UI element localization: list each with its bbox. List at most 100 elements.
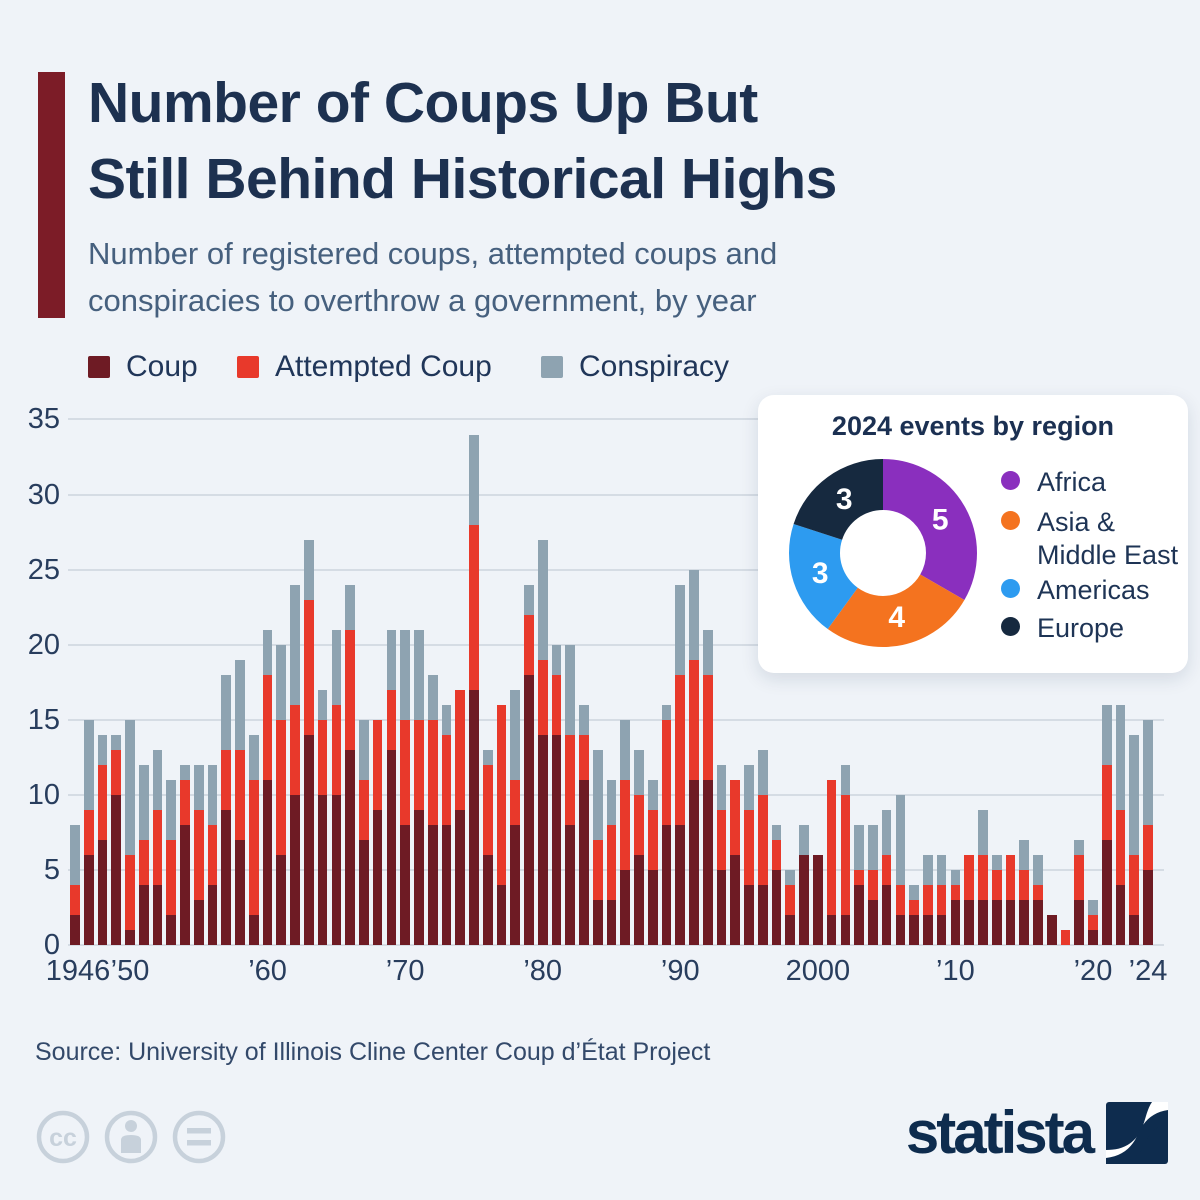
bar-1996-conspiracy xyxy=(757,749,768,795)
x-axis-label-2010: ’10 xyxy=(936,955,975,987)
bar-2013-conspiracy xyxy=(991,854,1002,870)
bar-1978-attempted-coup xyxy=(510,779,521,825)
bar-2008-coup xyxy=(923,914,933,945)
bar-2009-coup xyxy=(936,914,947,945)
donut-segment-asia-middle-east xyxy=(827,574,965,648)
bar-2004-conspiracy xyxy=(868,824,878,870)
cc-license-icons[interactable]: cc xyxy=(35,1109,265,1169)
bar-2012-coup xyxy=(978,899,988,945)
bar-1976-coup xyxy=(482,854,493,945)
gridline-35 xyxy=(68,418,1164,421)
bar-1965-conspiracy xyxy=(331,629,342,705)
bar-2009-attempted-coup xyxy=(936,884,947,915)
bar-1987-attempted-coup xyxy=(634,794,644,855)
x-axis-label-2020: ’20 xyxy=(1073,955,1113,987)
y-axis-label-30: 30 xyxy=(27,478,60,511)
bar-1954-attempted-coup xyxy=(180,779,190,825)
bar-1984-coup xyxy=(592,899,603,945)
bar-1986-conspiracy xyxy=(620,719,631,780)
bar-1989-attempted-coup xyxy=(661,719,672,825)
bar-1960-conspiracy xyxy=(262,629,273,675)
americas-dot xyxy=(1001,579,1020,598)
bar-1988-coup xyxy=(647,869,658,945)
asia-middle-east-dot xyxy=(1001,511,1020,530)
bar-1964-conspiracy xyxy=(317,689,328,720)
bar-1957-coup xyxy=(221,809,232,945)
europe-dot xyxy=(1001,617,1020,636)
bar-1973-conspiracy xyxy=(441,704,452,735)
donut-value-americas: 3 xyxy=(812,557,829,590)
bar-1998-attempted-coup xyxy=(785,884,796,915)
bar-2015-coup xyxy=(1019,899,1030,945)
bar-2024-conspiracy xyxy=(1143,719,1153,825)
bar-1997-attempted-coup xyxy=(771,839,782,870)
bar-2004-coup xyxy=(868,899,878,945)
bar-1960-coup xyxy=(262,779,273,945)
bar-1986-coup xyxy=(620,869,631,945)
bar-1994-coup xyxy=(730,854,741,945)
bar-1952-conspiracy xyxy=(152,749,163,810)
bar-1982-coup xyxy=(565,824,576,945)
bar-1959-coup xyxy=(248,914,259,945)
bar-1952-attempted-coup xyxy=(152,809,163,885)
bar-1955-coup xyxy=(193,899,204,945)
bar-1985-conspiracy xyxy=(606,779,617,825)
bar-2001-coup xyxy=(826,914,837,945)
bar-1954-coup xyxy=(180,824,190,945)
bar-1983-conspiracy xyxy=(579,704,589,735)
donut-chart-2024-events: 5 4 3 3 xyxy=(788,459,978,648)
bar-1950-coup xyxy=(125,929,135,945)
bar-1948-coup xyxy=(97,839,108,945)
bar-2000-coup xyxy=(812,854,823,945)
statista-logo[interactable]: statista xyxy=(906,1102,1168,1164)
bar-1997-coup xyxy=(771,869,782,945)
bar-1956-conspiracy xyxy=(207,764,218,825)
bar-1968-attempted-coup xyxy=(372,719,383,810)
bar-1984-conspiracy xyxy=(592,749,603,840)
bar-1963-attempted-coup xyxy=(304,599,314,735)
bar-1967-attempted-coup xyxy=(359,779,369,840)
bar-1966-conspiracy xyxy=(345,584,355,630)
bar-1966-coup xyxy=(345,749,355,945)
bar-2006-coup xyxy=(895,914,906,945)
bar-1946-attempted-coup xyxy=(70,884,80,915)
bar-2010-attempted-coup xyxy=(950,884,961,900)
bar-1970-conspiracy xyxy=(400,629,410,720)
bar-1959-conspiracy xyxy=(248,734,259,780)
gridline-0 xyxy=(68,944,1164,946)
bar-2023-coup xyxy=(1129,914,1140,945)
bar-1996-attempted-coup xyxy=(757,794,768,885)
donut-value-europe: 3 xyxy=(836,483,853,516)
bar-2008-conspiracy xyxy=(923,854,933,885)
inset-title: 2024 events by region xyxy=(831,411,1115,441)
bar-1993-coup xyxy=(716,869,727,945)
bar-1966-attempted-coup xyxy=(345,629,355,750)
bar-1957-attempted-coup xyxy=(221,749,232,810)
bar-1947-coup xyxy=(83,854,94,945)
bar-1955-conspiracy xyxy=(193,764,204,810)
bar-2012-attempted-coup xyxy=(978,854,988,900)
legend-label-coup: Coup xyxy=(126,350,198,383)
bar-1990-coup xyxy=(675,824,686,945)
bar-1967-conspiracy xyxy=(359,719,369,780)
bar-1988-conspiracy xyxy=(647,779,658,810)
bar-1979-conspiracy xyxy=(524,584,534,615)
bar-2004-attempted-coup xyxy=(868,869,878,900)
bar-2024-attempted-coup xyxy=(1143,824,1153,870)
bar-2022-attempted-coup xyxy=(1115,809,1126,885)
bar-2003-conspiracy xyxy=(854,824,864,870)
bar-1999-coup xyxy=(799,854,809,945)
bar-1946-conspiracy xyxy=(70,824,80,885)
no-derivs-equals-icon xyxy=(172,1110,226,1164)
bar-2008-attempted-coup xyxy=(923,884,933,915)
donut-value-asia-middle-east: 4 xyxy=(888,601,905,634)
bar-2002-attempted-coup xyxy=(840,794,851,915)
donut-legend-label-europe: Europe xyxy=(1037,613,1125,643)
bar-1959-attempted-coup xyxy=(248,779,259,915)
bar-2023-attempted-coup xyxy=(1129,854,1140,915)
bar-2015-conspiracy xyxy=(1019,839,1030,870)
bar-1979-coup xyxy=(524,674,534,945)
donut-legend-item-asia-middle-east: Asia & Middle East xyxy=(1001,506,1178,572)
x-axis-label-1990: ’90 xyxy=(660,955,700,987)
cc-icon: cc xyxy=(36,1110,90,1164)
